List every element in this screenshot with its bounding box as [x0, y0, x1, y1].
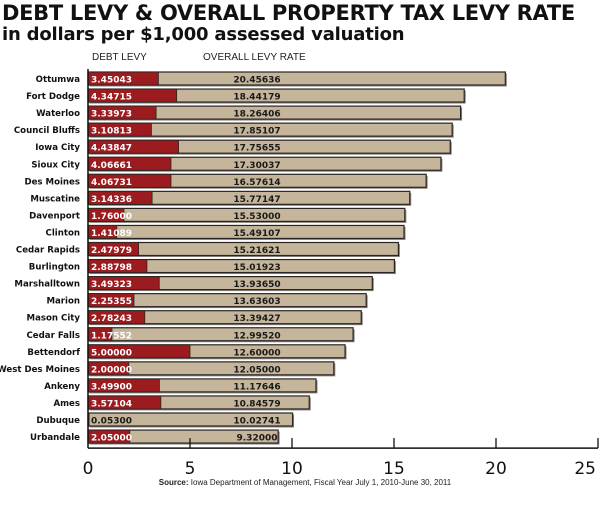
debt-value-label-cedar-rapids: 2.47979: [91, 246, 132, 256]
overall-value-label-fort-dodge: 18.44179: [233, 93, 280, 103]
category-label-des-moines: Des Moines: [24, 177, 80, 187]
category-label-clinton: Clinton: [46, 228, 80, 238]
debt-value-label-iowa-city: 4.43847: [91, 144, 132, 154]
source-label: Source:: [158, 478, 189, 487]
debt-value-label-west-des-moines: 2.00000: [91, 365, 132, 375]
debt-value-label-marshalltown: 3.49323: [91, 280, 132, 290]
overall-value-label-ankeny: 11.17646: [233, 382, 280, 392]
debt-value-label-ames: 3.57104: [91, 399, 132, 409]
overall-value-label-burlington: 15.01923: [233, 263, 280, 273]
category-label-dubuque: Dubuque: [36, 416, 80, 426]
overall-value-label-mason-city: 13.39427: [233, 314, 280, 324]
x-tick-label-5: 5: [185, 459, 196, 479]
debt-value-label-marion: 2.25355: [91, 297, 132, 307]
debt-value-label-urbandale: 2.05000: [91, 434, 132, 444]
debt-value-label-council-bluffs: 3.10813: [91, 127, 132, 137]
overall-value-label-council-bluffs: 17.85107: [233, 127, 280, 137]
category-label-iowa-city: Iowa City: [35, 143, 80, 153]
legend-debt-levy: DEBT LEVY: [92, 52, 147, 63]
overall-value-label-davenport: 15.53000: [233, 212, 280, 222]
category-label-mason-city: Mason City: [27, 314, 81, 324]
category-label-ankeny: Ankeny: [44, 382, 80, 392]
category-label-ottumwa: Ottumwa: [36, 75, 81, 85]
debt-value-label-cedar-falls: 1.17552: [91, 331, 132, 341]
overall-value-label-clinton: 15.49107: [233, 229, 280, 239]
category-label-muscatine: Muscatine: [30, 194, 80, 204]
overall-value-label-west-des-moines: 12.05000: [233, 365, 280, 375]
debt-value-label-waterloo: 3.33973: [91, 110, 132, 120]
overall-value-label-waterloo: 18.26406: [233, 110, 280, 120]
legend-overall-levy-rate: OVERALL LEVY RATE: [203, 52, 306, 63]
category-label-davenport: Davenport: [29, 211, 80, 221]
category-label-cedar-rapids: Cedar Rapids: [16, 246, 80, 256]
category-label-urbandale: Urbandale: [30, 433, 80, 443]
debt-value-label-mason-city: 2.78243: [91, 314, 132, 324]
category-label-ames: Ames: [53, 399, 80, 409]
category-label-bettendorf: Bettendorf: [27, 348, 80, 358]
category-label-burlington: Burlington: [29, 263, 80, 273]
x-tick-label-15: 15: [383, 459, 405, 479]
category-label-fort-dodge: Fort Dodge: [26, 92, 80, 102]
category-label-marion: Marion: [46, 297, 80, 307]
overall-value-label-iowa-city: 17.75655: [233, 144, 280, 154]
x-tick-label-20: 20: [485, 459, 507, 479]
debt-value-label-davenport: 1.76000: [91, 212, 132, 222]
category-label-marshalltown: Marshalltown: [14, 280, 80, 290]
debt-value-label-ottumwa: 3.45043: [91, 76, 132, 86]
debt-value-label-clinton: 1.41089: [91, 229, 132, 239]
overall-value-label-ottumwa: 20.45636: [233, 76, 280, 86]
x-tick-label-25: 25: [574, 459, 596, 479]
overall-value-label-muscatine: 15.77147: [233, 195, 280, 205]
category-label-sioux-city: Sioux City: [31, 160, 80, 170]
category-label-council-bluffs: Council Bluffs: [14, 126, 80, 136]
x-tick-label-0: 0: [83, 459, 94, 479]
debt-value-label-burlington: 2.88798: [91, 263, 132, 273]
overall-value-label-bettendorf: 12.60000: [233, 348, 280, 358]
overall-value-label-ames: 10.84579: [233, 399, 280, 409]
x-tick-label-10: 10: [281, 459, 303, 479]
chart-subtitle: in dollars per $1,000 assessed valuation: [2, 24, 405, 45]
chart-title: DEBT LEVY & OVERALL PROPERTY TAX LEVY RA…: [2, 1, 575, 25]
overall-value-label-marion: 13.63603: [233, 297, 280, 307]
overall-value-label-sioux-city: 17.30037: [233, 161, 280, 171]
source-note: Source: Iowa Department of Management, F…: [0, 478, 610, 487]
overall-value-label-urbandale: 9.32000: [237, 434, 278, 444]
source-text: Iowa Department of Management, Fiscal Ye…: [190, 478, 452, 487]
debt-value-label-muscatine: 3.14336: [91, 195, 132, 205]
overall-value-label-cedar-falls: 12.99520: [233, 331, 280, 341]
debt-value-label-fort-dodge: 4.34715: [91, 93, 132, 103]
debt-value-label-bettendorf: 5.00000: [91, 348, 132, 358]
debt-value-label-ankeny: 3.49900: [91, 382, 132, 392]
category-label-cedar-falls: Cedar Falls: [27, 331, 81, 341]
overall-value-label-marshalltown: 13.93650: [233, 280, 280, 290]
category-label-west-des-moines: West Des Moines: [0, 365, 80, 375]
category-label-waterloo: Waterloo: [36, 109, 80, 119]
overall-value-label-cedar-rapids: 15.21621: [233, 246, 280, 256]
debt-value-label-sioux-city: 4.06661: [91, 161, 132, 171]
overall-value-label-des-moines: 16.57614: [233, 178, 280, 188]
overall-value-label-dubuque: 10.02741: [233, 417, 280, 427]
debt-value-label-dubuque: 0.05300: [91, 417, 132, 427]
debt-value-label-des-moines: 4.06731: [91, 178, 132, 188]
